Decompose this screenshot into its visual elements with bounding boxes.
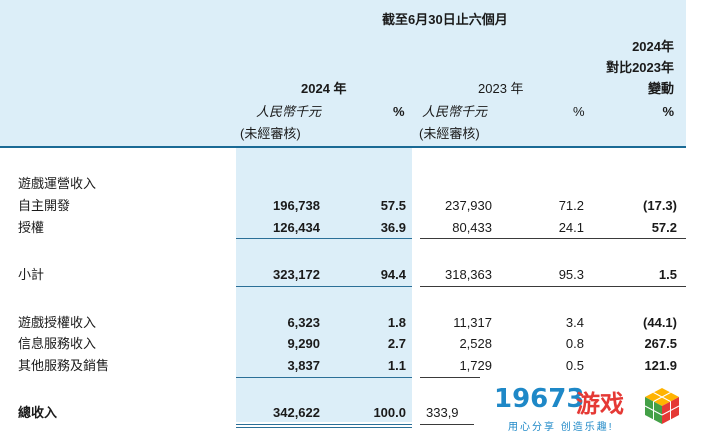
change-header-pct: % (662, 104, 674, 119)
rule-2023-block (420, 238, 686, 239)
cell-2024-pct: 36.9 (380, 220, 406, 235)
rule-2024-block (236, 286, 412, 287)
year-2023-header: 2023 年 (478, 81, 524, 96)
cell-2024-value: 196,738 (273, 198, 320, 213)
cell-2023-pct: 71.2 (558, 198, 584, 213)
row-label-game-licensing: 遊戲授權收入 (18, 315, 97, 330)
currency-2023: 人民幣千元 (422, 104, 488, 119)
cell-2024-value: 3,837 (287, 358, 320, 373)
pct-2024-header: % (393, 104, 405, 119)
rule-2024-block (236, 377, 412, 378)
row-label-self-developed: 自主開發 (18, 198, 71, 213)
cell-2023-value: 318,363 (445, 267, 492, 282)
cell-change: 1.5 (658, 267, 677, 282)
row-label-licensed: 授權 (18, 220, 45, 235)
cell-2024-pct: 2.7 (387, 336, 406, 351)
change-header-line2: 對比2023年 (606, 60, 674, 75)
cell-2024-value: 342,622 (273, 405, 320, 420)
row-label-game-ops: 遊戲運營收入 (18, 176, 97, 191)
audit-2023: (未經審核) (419, 126, 480, 141)
cell-2024-pct: 100.0 (373, 405, 406, 420)
cell-change: 121.9 (644, 358, 677, 373)
row-label-info-services: 信息服務收入 (18, 336, 97, 351)
watermark-text: 游戏 (576, 390, 624, 418)
rule-2024-block (236, 238, 412, 239)
cell-2023-value: 2,528 (459, 336, 492, 351)
currency-2024: 人民幣千元 (256, 104, 322, 119)
cell-2023-pct: 0.8 (565, 336, 584, 351)
cell-2024-value: 9,290 (287, 336, 320, 351)
cell-2023-value: 237,930 (445, 198, 492, 213)
watermark-slogan: 用心分享 创造乐趣! (508, 422, 614, 433)
cell-2024-value: 323,172 (273, 267, 320, 282)
cell-2023-value: 1,729 (459, 358, 492, 373)
cell-2023-pct: 0.5 (565, 358, 584, 373)
cell-2023-pct: 95.3 (558, 267, 584, 282)
rule-2023-block (420, 377, 480, 378)
rule-total-2023 (420, 424, 474, 425)
cell-2023-pct: 3.4 (565, 315, 584, 330)
cell-2023-value: 80,433 (452, 220, 492, 235)
row-label-other-services: 其他服務及銷售 (18, 358, 110, 373)
cell-2023-value: 11,317 (453, 315, 492, 330)
cell-2024-pct: 1.1 (387, 358, 406, 373)
cell-2024-pct: 94.4 (380, 267, 406, 282)
pct-2023-header: % (573, 104, 585, 119)
change-header-line1: 2024年 (632, 39, 674, 54)
row-label-total: 總收入 (18, 405, 58, 420)
audit-2024: (未經審核) (240, 126, 301, 141)
cell-change: 267.5 (644, 336, 677, 351)
cell-2024-pct: 57.5 (380, 198, 406, 213)
period-heading: 截至6月30日止六個月 (382, 12, 508, 27)
cell-2023-value: 333,9 (426, 405, 459, 420)
row-label-subtotal: 小計 (18, 267, 45, 282)
cell-change: 57.2 (651, 220, 677, 235)
cell-2024-pct: 1.8 (387, 315, 406, 330)
header-bottom-rule (0, 146, 686, 148)
change-header-line3: 變動 (647, 81, 674, 96)
cell-change: (17.3) (643, 198, 677, 213)
watermark-number: 19673 (494, 384, 585, 414)
cell-2023-pct: 24.1 (558, 220, 584, 235)
header-band (0, 0, 686, 146)
cell-2024-value: 126,434 (273, 220, 320, 235)
year-2024-header: 2024 年 (301, 81, 347, 96)
cell-2024-value: 6,323 (287, 315, 320, 330)
rule-total-2024-double (236, 427, 412, 428)
rule-2023-block (420, 286, 686, 287)
column-2024-highlight (236, 146, 412, 422)
cube-logo-icon (644, 388, 680, 424)
rule-total-2024 (236, 424, 412, 425)
cell-change: (44.1) (643, 315, 677, 330)
